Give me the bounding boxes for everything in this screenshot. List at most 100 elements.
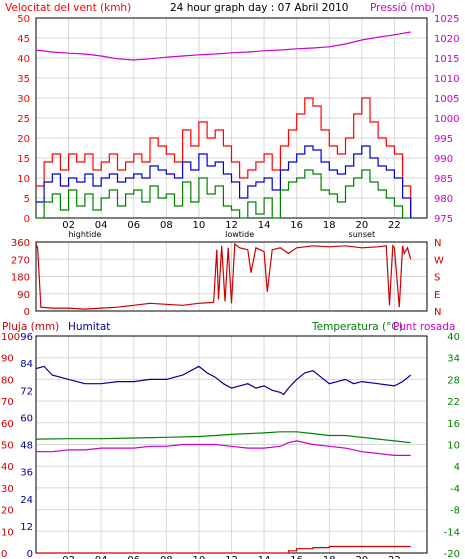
y-tick-label-right: 22 [447,397,460,408]
y-tick-label: 0 [24,307,30,318]
y-tick-label: 40 [1,462,14,473]
y-tick-label: 5 [24,194,30,205]
y-tick-label: 25 [17,114,30,125]
x-annotation-label: hightide [68,230,101,239]
y-tick-label: 50 [1,441,14,452]
x-tick-label: 14 [258,555,271,559]
dewpoint-series-line [36,440,411,456]
y-tick-label: 100 [1,332,20,343]
y-tick-label-right: 990 [434,154,453,165]
humidity-temperature-panel: Pluja (mm) Humitat Temperatura (°C) Punt… [1,321,460,559]
x-tick-label: 10 [193,555,206,559]
y-tick-label: 35 [17,74,30,85]
y-tick-label-right: 34 [447,354,460,365]
humidity-series-line [35,365,412,396]
y-tick-label: 90 [17,290,30,301]
y-tick-label: 10 [1,527,14,538]
x-tick-label: 08 [160,220,173,231]
x-tick-label: 06 [127,555,140,559]
direction-series-line [35,242,412,310]
x-tick-label: 10 [193,220,206,231]
x-tick-label: 08 [160,555,173,559]
temperature-series-line [35,431,411,444]
y-tick-label: 180 [11,273,30,284]
y-tick-label-right: -14 [444,527,460,538]
y-tick-label-right: -20 [444,549,460,559]
humidity-tick-label: 0 [27,549,33,559]
y-tick-label: 20 [17,134,30,145]
y-tick-label-right: 995 [434,134,453,145]
y-tick-label: 30 [17,94,30,105]
rain-series-line [36,545,411,554]
y-tick-label-right: -4 [450,484,460,495]
y-tick-label-right: 985 [434,174,453,185]
wind-speed-axis-title: Velocitat del vent (kmh) [5,2,131,14]
chart-title: 24 hour graph day : 07 Abril 2010 [170,2,348,14]
x-tick-label: 22 [388,220,401,231]
y-tick-label: 40 [17,54,30,65]
y-tick-label: 270 [11,255,30,266]
plot-frame [35,17,428,219]
x-tick-label: 16 [290,555,303,559]
y-tick-label: 70 [1,397,14,408]
x-tick-label: 02 [62,220,75,231]
y-tick-label-right: 1015 [434,54,459,65]
y-tick-label-right: 1025 [434,14,459,25]
y-tick-label-right: 1005 [434,94,459,105]
x-tick-label: 20 [355,555,368,559]
humidity-tick-label: 24 [20,495,33,506]
y-tick-label-right: 1010 [434,74,459,85]
humidity-tick-label: 72 [20,386,33,397]
pressure-series-line [35,31,411,61]
y-tick-label-right: S [434,273,440,284]
humidity-tick-label: 48 [20,441,33,452]
y-tick-label-right: 980 [434,194,453,205]
humidity-axis-title: Humitat [68,321,110,333]
wind-max-series-line [36,97,412,218]
humidity-tick-label: 96 [20,332,33,343]
y-tick-label-right: 40 [447,332,460,343]
x-tick-label: 02 [62,555,75,559]
y-tick-label: 0 [1,549,7,559]
x-tick-label: 20 [355,220,368,231]
y-tick-label: 15 [17,154,30,165]
x-tick-label: 18 [323,555,336,559]
y-tick-label-right: 10 [447,441,460,452]
y-tick-label-right: E [434,290,440,301]
humidity-tick-label: 84 [20,359,33,370]
y-tick-label: 30 [1,484,14,495]
y-tick-label: 50 [17,14,30,25]
y-tick-label: 0 [24,214,30,225]
y-tick-label-right: N [434,238,441,249]
y-tick-label-right: 16 [447,419,460,430]
humidity-tick-label: 60 [20,413,33,424]
x-tick-label: 22 [388,555,401,559]
y-tick-label-right: 1000 [434,114,459,125]
humidity-tick-label: 12 [20,522,33,533]
dewpoint-axis-title: Punt rosada [393,321,455,333]
rain-axis-title: Pluja (mm) [2,321,59,333]
y-tick-label: 60 [1,419,14,430]
x-tick-label: 18 [323,220,336,231]
y-tick-label-right: 975 [434,214,453,225]
temperature-axis-title: Temperatura (°C) [311,321,403,333]
x-tick-label: 04 [95,555,108,559]
y-tick-label: 10 [17,174,30,185]
y-tick-label: 360 [11,238,30,249]
plot-frame [35,241,428,312]
y-tick-label-right: 28 [447,375,460,386]
wind-min-series-line [36,169,411,219]
wind-avg-series-line [36,145,412,218]
humidity-tick-label: 36 [20,468,33,479]
x-annotation-label: sunset [349,230,376,239]
y-tick-label: 20 [1,506,14,517]
x-tick-label: 16 [290,220,303,231]
y-tick-label-right: 1020 [434,34,459,45]
x-tick-label: 12 [225,555,238,559]
y-tick-label: 80 [1,375,14,386]
y-tick-label: 45 [17,34,30,45]
y-tick-label-right: 4 [454,462,460,473]
